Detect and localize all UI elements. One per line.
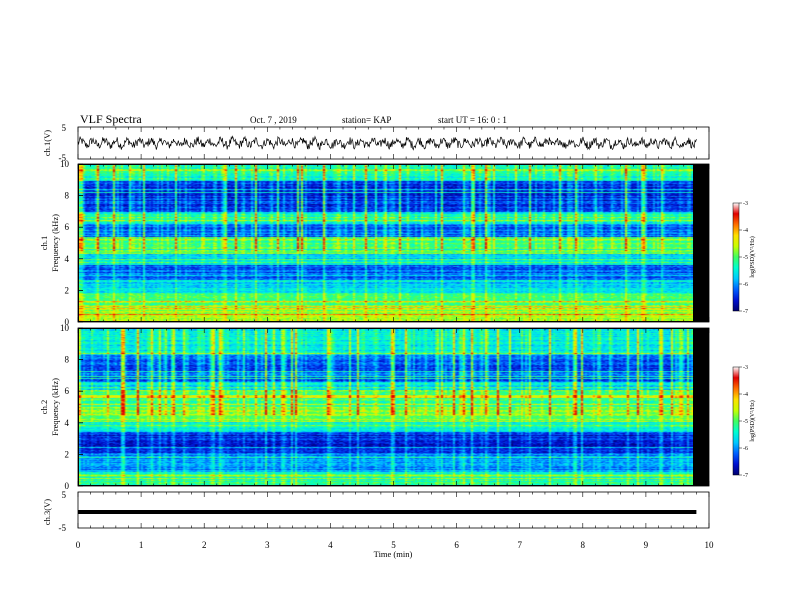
ch1-colorbar-scale <box>732 202 740 312</box>
ch2-spectrogram-ytick-label: 0 <box>65 481 70 491</box>
ch1-spectrogram-panel: 0 2 4 6 8 10 ch.1 Frequency (kHz) <box>39 159 710 327</box>
ch1-spectrogram-yaxis: 0 2 4 6 8 10 <box>60 159 83 327</box>
ch2-colorbar-tick-label: -4 <box>743 392 748 398</box>
ch1-spectrogram-ytick-label: 2 <box>65 285 70 295</box>
ch3-ytick-top: 5 <box>62 490 67 500</box>
ch1-spectrogram-ytick-label: 0 <box>65 317 70 327</box>
ch2-spectrogram-ytick-label: 6 <box>65 386 70 396</box>
ch1-colorbar-label: log(PSD)(V²/Hz) <box>749 236 756 277</box>
ch1-waveform-ylabel: ch.1(V) <box>42 130 52 156</box>
time-axis-tick-labels: 0 1 2 3 4 5 6 7 8 9 10 <box>76 540 714 550</box>
ch1-colorbar-tick-label: -6 <box>743 282 748 288</box>
ch1-colorbar-tick-label: -5 <box>743 255 748 261</box>
ch1-spectrogram-ytick-label: 4 <box>65 254 70 264</box>
time-tick-label: 6 <box>454 540 459 550</box>
time-tick-label: 5 <box>391 540 396 550</box>
ch1-colorbar: -3 -4 -5 -6 -7 log(PSD)(V²/Hz) <box>732 201 756 315</box>
ch2-spectrogram-heatmap <box>79 329 693 485</box>
station-label: station= KAP <box>342 115 391 125</box>
ch2-colorbar-tick-label: -5 <box>743 419 748 425</box>
ch1-spectrogram-ytick-label: 8 <box>65 191 70 201</box>
time-axis-ticks <box>77 127 710 528</box>
ch2-spectrogram-ytick-label: 8 <box>65 355 70 365</box>
ch2-colorbar-label: log(PSD)(V²/Hz) <box>749 400 756 441</box>
ch2-colorbar-tick-label: -6 <box>743 446 748 452</box>
time-tick-label: 2 <box>202 540 207 550</box>
ch1-ytick-bottom: -5 <box>59 153 67 163</box>
ch1-spectrogram-heatmap <box>79 165 693 321</box>
ch3-waveform-panel: 5 -5 ch.3(V) <box>42 490 710 533</box>
ch1-spectrogram-ytick-label: 6 <box>65 222 70 232</box>
ch1-spectrogram-ylabel-frequency: Frequency (kHz) <box>50 214 60 272</box>
ch1-colorbar-tick-label: -4 <box>743 228 748 234</box>
ch1-colorbar-tick-label: -7 <box>743 309 748 315</box>
time-tick-label: 1 <box>139 540 144 550</box>
ch2-colorbar: -3 -4 -5 -6 -7 log(PSD)(V²/Hz) <box>732 365 756 479</box>
time-tick-label: 10 <box>705 540 715 550</box>
ch2-colorbar-tick-label: -7 <box>743 473 748 479</box>
time-tick-label: 9 <box>644 540 649 550</box>
ch2-spectrogram-panel: 0 2 4 6 8 10 ch.2 Frequency (kHz) <box>39 323 710 491</box>
figure-title: VLF Spectra <box>80 112 142 126</box>
time-tick-label: 3 <box>265 540 270 550</box>
ch1-spectrogram-ytick-label: 10 <box>60 159 70 169</box>
time-axis-label: Time (min) <box>374 549 413 559</box>
ch2-spectrogram-ytick-label: 10 <box>60 323 70 333</box>
ch1-spectrogram-ylabel-channel: ch.1 <box>39 236 49 250</box>
ch2-spectrogram-yaxis: 0 2 4 6 8 10 <box>60 323 83 491</box>
time-tick-label: 0 <box>76 540 81 550</box>
time-tick-label: 4 <box>328 540 333 550</box>
ch2-spectrogram-ylabel-frequency: Frequency (kHz) <box>50 378 60 436</box>
ch1-waveform-panel: 5 -5 ch.1(V) <box>42 123 710 163</box>
ch3-waveform-ylabel: ch.3(V) <box>42 499 52 525</box>
ch2-spectrogram-ytick-label: 2 <box>65 449 70 459</box>
time-tick-label: 8 <box>581 540 586 550</box>
ch3-ytick-bottom: -5 <box>59 523 67 533</box>
ch2-spectrogram-ylabel-channel: ch.2 <box>39 400 49 414</box>
ch2-colorbar-tick-label: -3 <box>743 365 748 371</box>
start-time-label: start UT = 16: 0 : 1 <box>438 115 507 125</box>
ch2-colorbar-scale <box>732 366 740 476</box>
ch2-spectrogram-ytick-label: 4 <box>65 418 70 428</box>
ch1-colorbar-tick-label: -3 <box>743 201 748 207</box>
ch1-ytick-top: 5 <box>62 123 67 133</box>
date-label: Oct. 7 , 2019 <box>250 115 297 125</box>
time-tick-label: 7 <box>517 540 522 550</box>
ch1-waveform-line <box>77 135 697 151</box>
